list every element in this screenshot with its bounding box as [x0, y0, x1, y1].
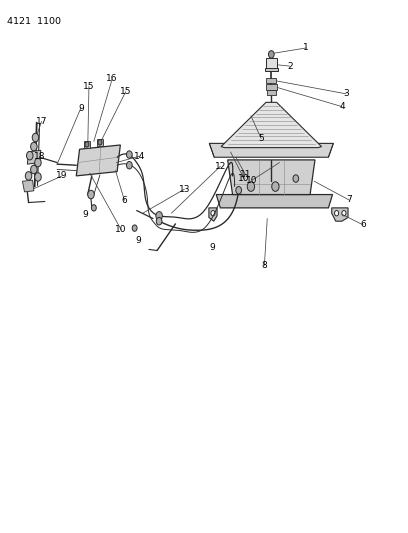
Bar — [267, 90, 276, 95]
Circle shape — [247, 182, 255, 191]
Polygon shape — [221, 102, 322, 148]
Circle shape — [91, 205, 96, 211]
Polygon shape — [209, 208, 217, 221]
Circle shape — [31, 142, 37, 151]
Polygon shape — [22, 180, 34, 192]
Circle shape — [236, 187, 242, 194]
Circle shape — [35, 173, 41, 181]
Polygon shape — [216, 195, 333, 208]
Text: 6: 6 — [360, 221, 366, 229]
Circle shape — [25, 172, 32, 180]
Text: 13: 13 — [179, 185, 190, 193]
Polygon shape — [27, 150, 41, 164]
Text: 9: 9 — [78, 104, 84, 112]
Text: 15: 15 — [83, 82, 95, 91]
Circle shape — [126, 151, 132, 158]
Text: 4: 4 — [339, 102, 345, 111]
Text: 2: 2 — [287, 62, 293, 70]
Circle shape — [335, 211, 339, 216]
Circle shape — [27, 151, 33, 160]
Bar — [266, 78, 276, 83]
Text: 5: 5 — [258, 134, 264, 143]
Text: 7: 7 — [346, 196, 352, 204]
Bar — [266, 58, 277, 69]
Circle shape — [156, 217, 162, 225]
Polygon shape — [76, 145, 120, 176]
Circle shape — [32, 133, 39, 142]
Polygon shape — [209, 143, 333, 157]
Circle shape — [35, 158, 41, 167]
Text: 18: 18 — [34, 152, 46, 161]
Circle shape — [272, 182, 279, 191]
Bar — [266, 84, 277, 90]
Circle shape — [31, 165, 37, 174]
Text: 14: 14 — [134, 152, 145, 160]
Circle shape — [85, 142, 89, 147]
Text: 17: 17 — [36, 117, 47, 126]
Circle shape — [98, 140, 102, 145]
Polygon shape — [332, 208, 348, 221]
Text: 9: 9 — [136, 237, 142, 245]
Text: 3: 3 — [343, 90, 349, 98]
Text: 16: 16 — [106, 75, 118, 83]
Text: 15: 15 — [120, 87, 131, 96]
Bar — [97, 139, 103, 146]
Text: 19: 19 — [56, 172, 68, 180]
Circle shape — [88, 190, 94, 199]
Circle shape — [293, 175, 299, 182]
Polygon shape — [228, 160, 315, 195]
Text: 8: 8 — [262, 261, 267, 270]
Circle shape — [132, 225, 137, 231]
Text: 10: 10 — [115, 225, 127, 234]
Circle shape — [126, 161, 132, 169]
Text: 4121  1100: 4121 1100 — [7, 17, 61, 26]
Text: 6: 6 — [122, 196, 127, 205]
Text: 11: 11 — [240, 171, 251, 179]
Text: 10: 10 — [238, 174, 250, 183]
Text: 1: 1 — [303, 44, 309, 52]
Text: 9: 9 — [209, 244, 215, 252]
Circle shape — [342, 211, 346, 216]
Text: 9: 9 — [83, 210, 89, 219]
Bar — [265, 68, 278, 71]
Circle shape — [156, 212, 162, 220]
Text: 10: 10 — [246, 176, 258, 184]
Circle shape — [211, 211, 215, 216]
Text: 12: 12 — [215, 162, 226, 171]
Bar — [84, 141, 90, 148]
Circle shape — [268, 51, 274, 58]
